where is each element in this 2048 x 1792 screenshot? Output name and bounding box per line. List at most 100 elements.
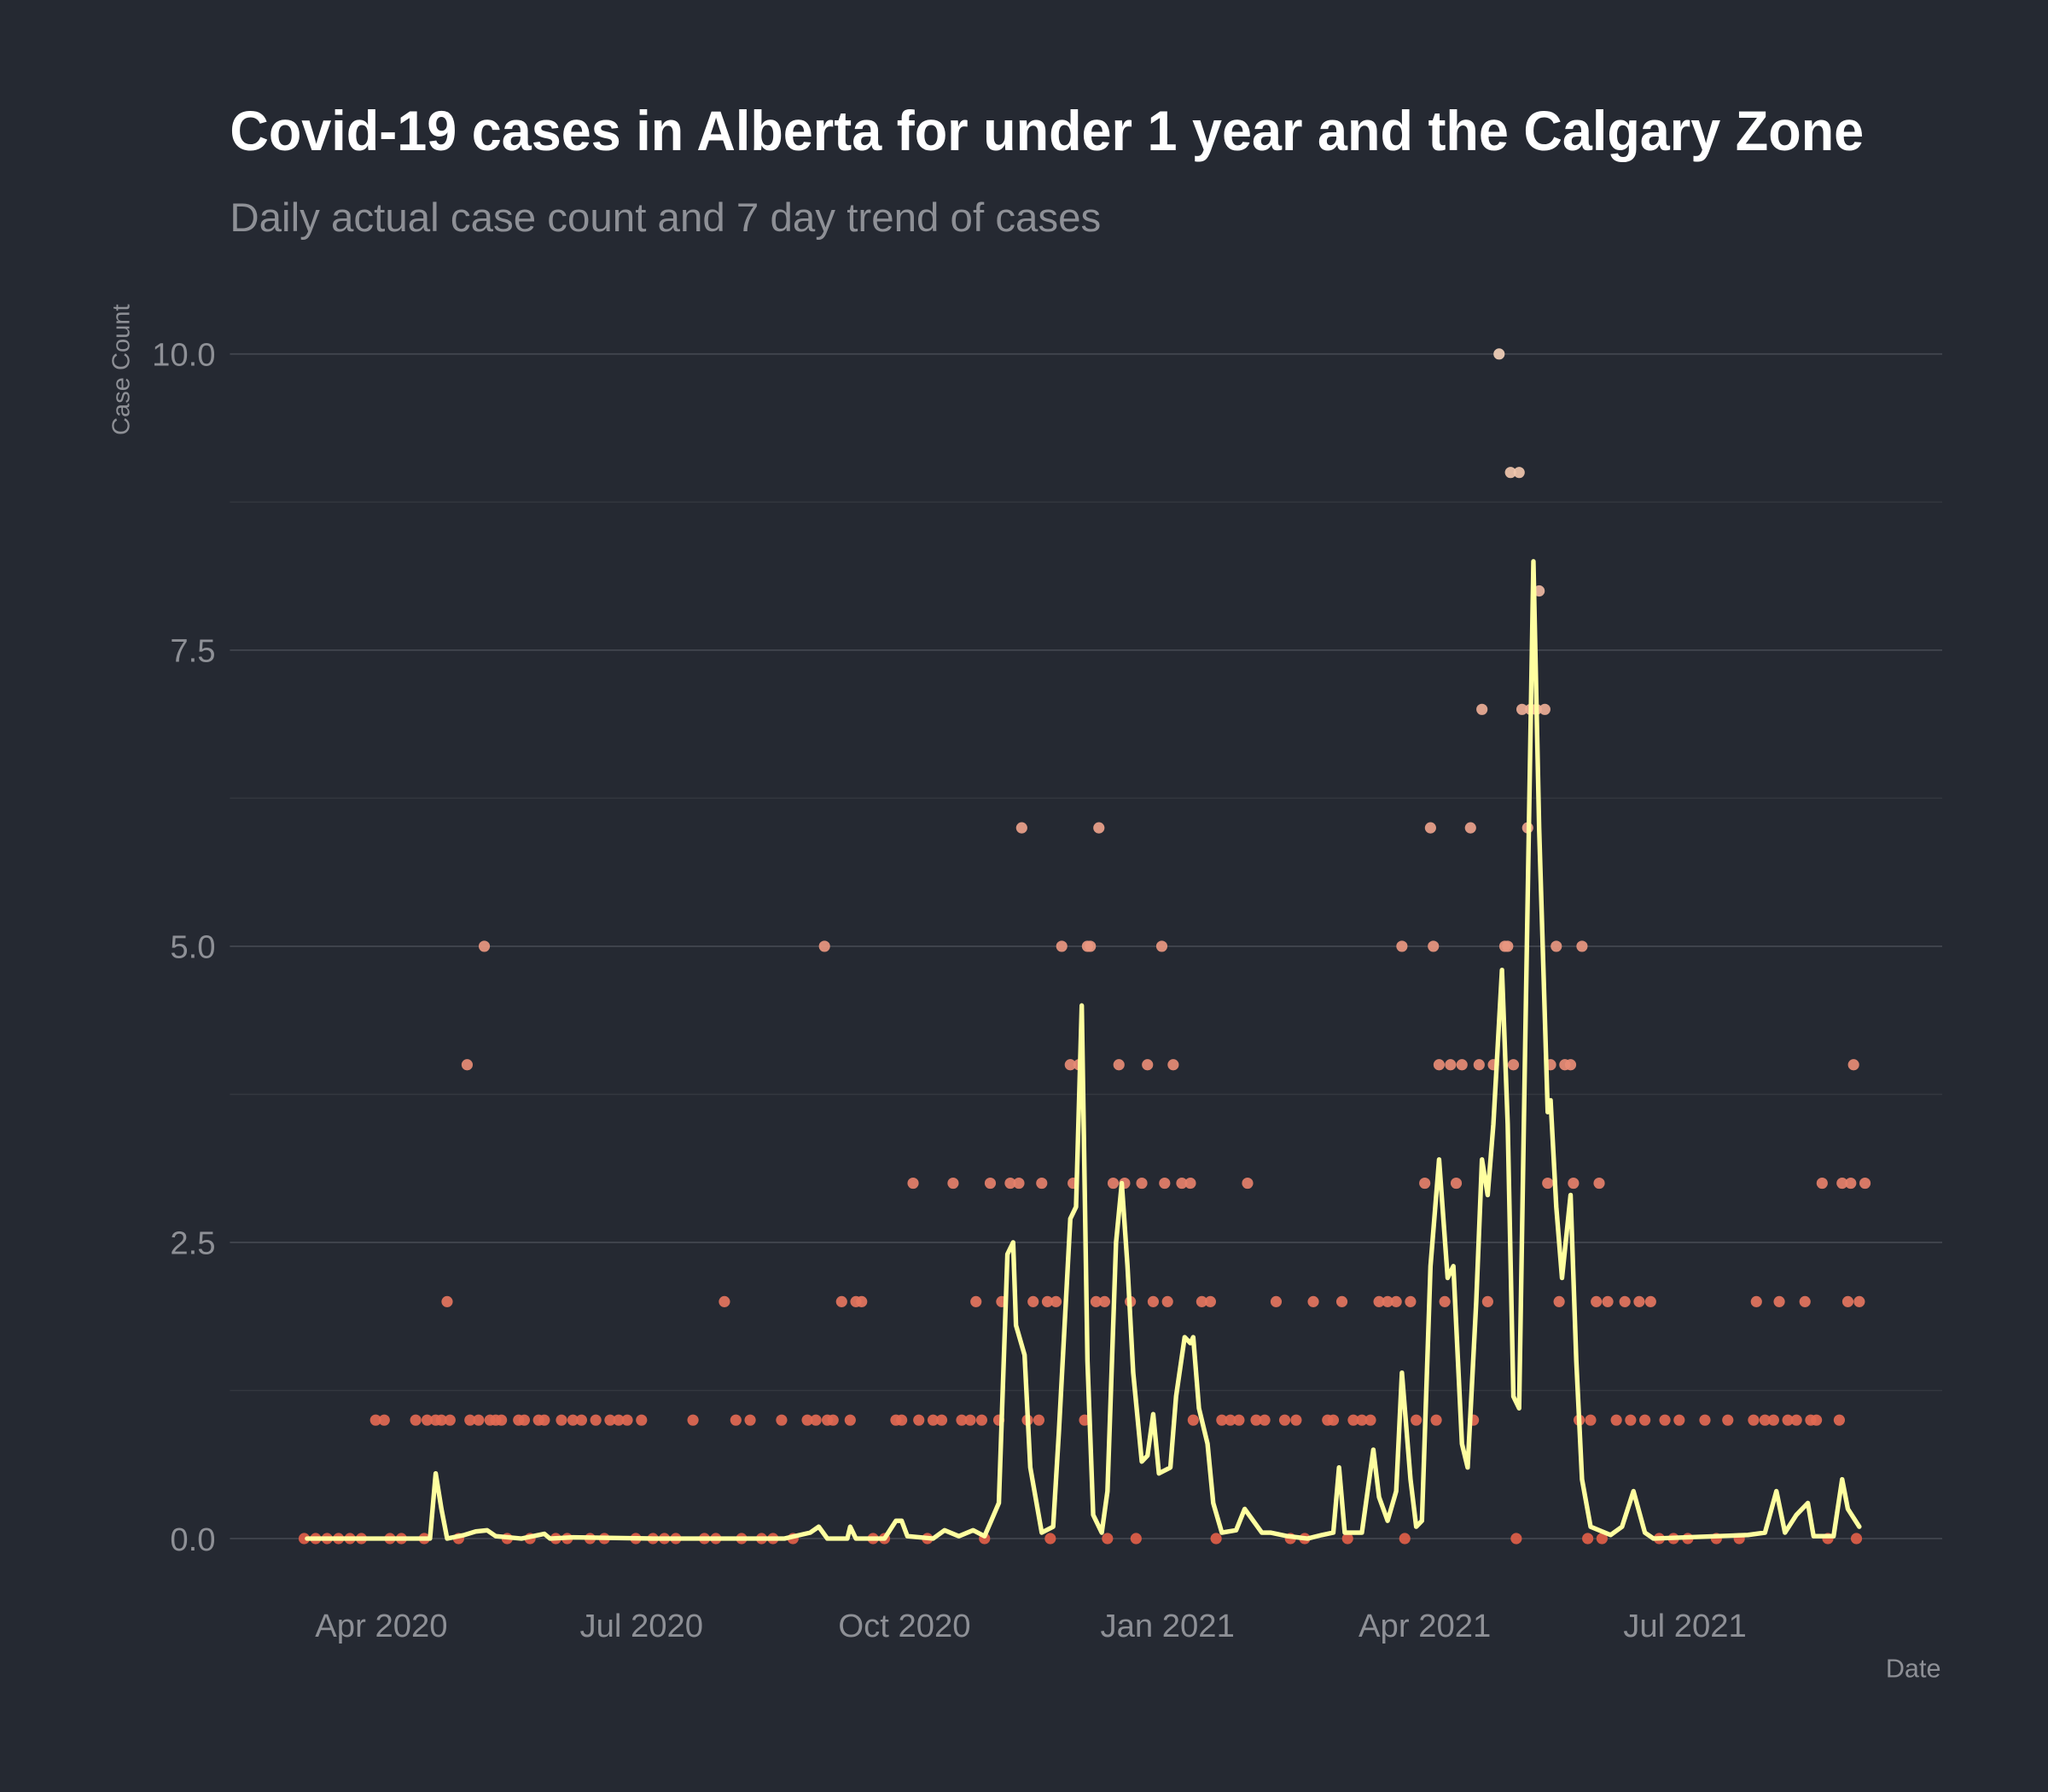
data-point: [538, 1414, 550, 1426]
data-point: [1433, 1059, 1446, 1071]
data-point: [1850, 1533, 1863, 1545]
data-point: [1102, 1533, 1114, 1545]
data-point: [1507, 1059, 1520, 1071]
data-point: [827, 1414, 839, 1426]
data-point: [1481, 1295, 1493, 1307]
data-point: [473, 1414, 485, 1426]
data-point: [1582, 1533, 1594, 1545]
data-point: [1233, 1414, 1245, 1426]
data-point: [1564, 1059, 1577, 1071]
data-point: [744, 1414, 756, 1426]
data-point: [956, 1414, 968, 1426]
data-point: [1502, 940, 1514, 952]
data-point: [719, 1295, 730, 1307]
data-point: [1841, 1295, 1854, 1307]
data-point: [1847, 1059, 1859, 1071]
data-point: [1098, 1295, 1111, 1307]
data-point: [556, 1414, 567, 1426]
data-point: [1473, 1059, 1485, 1071]
data-point: [1204, 1295, 1217, 1307]
trend-line: [305, 559, 1862, 1541]
data-point: [1056, 940, 1068, 952]
data-point: [1093, 822, 1105, 834]
data-point: [1585, 1414, 1597, 1426]
y-tick-label: 0.0: [170, 1521, 215, 1558]
data-point: [1610, 1414, 1622, 1426]
data-point: [1510, 1533, 1522, 1545]
data-point: [1811, 1414, 1823, 1426]
data-point: [1085, 940, 1097, 952]
data-point: [1602, 1295, 1614, 1307]
data-point: [1639, 1414, 1651, 1426]
y-axis-label: Case Count: [108, 304, 136, 435]
data-point: [818, 940, 830, 952]
data-point: [1619, 1295, 1631, 1307]
data-point: [1504, 467, 1516, 479]
data-point: [1568, 1177, 1580, 1190]
data-point: [1424, 822, 1436, 834]
data-point: [1161, 1295, 1173, 1307]
data-point: [1439, 1295, 1451, 1307]
data-point: [1596, 1533, 1608, 1545]
data-point: [1015, 822, 1027, 834]
data-point: [1833, 1414, 1846, 1426]
data-point: [1130, 1533, 1142, 1545]
data-point: [1722, 1414, 1734, 1426]
data-point: [1644, 1295, 1656, 1307]
data-point: [1242, 1177, 1254, 1190]
data-point: [810, 1414, 822, 1426]
data-point: [1136, 1177, 1148, 1190]
data-point: [478, 940, 491, 952]
data-point: [913, 1414, 925, 1426]
data-point: [1539, 703, 1551, 715]
data-point: [1373, 1295, 1385, 1307]
data-point: [567, 1414, 579, 1426]
data-point: [1090, 1295, 1103, 1307]
x-tick-label: Oct 2020: [838, 1608, 970, 1644]
data-point: [1270, 1295, 1283, 1307]
data-point: [1335, 1295, 1348, 1307]
data-point: [1327, 1414, 1340, 1426]
data-point: [1853, 1295, 1865, 1307]
data-point: [1341, 1533, 1353, 1545]
data-point: [1699, 1414, 1711, 1426]
data-point: [1196, 1295, 1207, 1307]
data-point: [1307, 1295, 1319, 1307]
data-point: [1456, 1059, 1468, 1071]
data-point: [856, 1295, 868, 1307]
data-point: [1799, 1295, 1811, 1307]
data-point: [621, 1414, 633, 1426]
data-point: [984, 1177, 997, 1190]
data-point: [1216, 1414, 1228, 1426]
data-point: [1176, 1177, 1188, 1190]
data-point: [1750, 1295, 1762, 1307]
data-point: [1450, 1177, 1463, 1190]
data-point: [1790, 1414, 1802, 1426]
data-point: [1167, 1059, 1179, 1071]
data-point: [604, 1414, 616, 1426]
data-point: [496, 1414, 508, 1426]
data-point: [801, 1414, 813, 1426]
data-point: [1399, 1533, 1411, 1545]
data-point: [730, 1414, 742, 1426]
data-point: [835, 1295, 847, 1307]
data-point: [1859, 1177, 1871, 1190]
data-point: [1107, 1177, 1120, 1190]
data-point: [947, 1177, 959, 1190]
data-point: [298, 1533, 311, 1545]
data-point: [461, 1059, 474, 1071]
data-point: [1782, 1414, 1794, 1426]
data-point: [1542, 1177, 1554, 1190]
data-point: [444, 1414, 456, 1426]
data-point: [1033, 1414, 1045, 1426]
data-point: [1347, 1414, 1359, 1426]
data-point: [1476, 703, 1488, 715]
y-tick-label: 10.0: [152, 337, 215, 374]
data-point: [1593, 1177, 1605, 1190]
data-point: [1290, 1414, 1302, 1426]
data-point: [1113, 1059, 1125, 1071]
data-point: [1159, 1177, 1171, 1190]
